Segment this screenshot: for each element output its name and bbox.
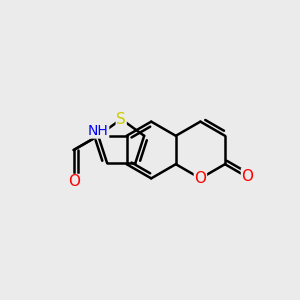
Text: NH: NH [88, 124, 109, 138]
Text: O: O [194, 171, 206, 186]
Text: O: O [242, 169, 254, 184]
Text: O: O [68, 175, 80, 190]
Text: S: S [116, 112, 126, 127]
